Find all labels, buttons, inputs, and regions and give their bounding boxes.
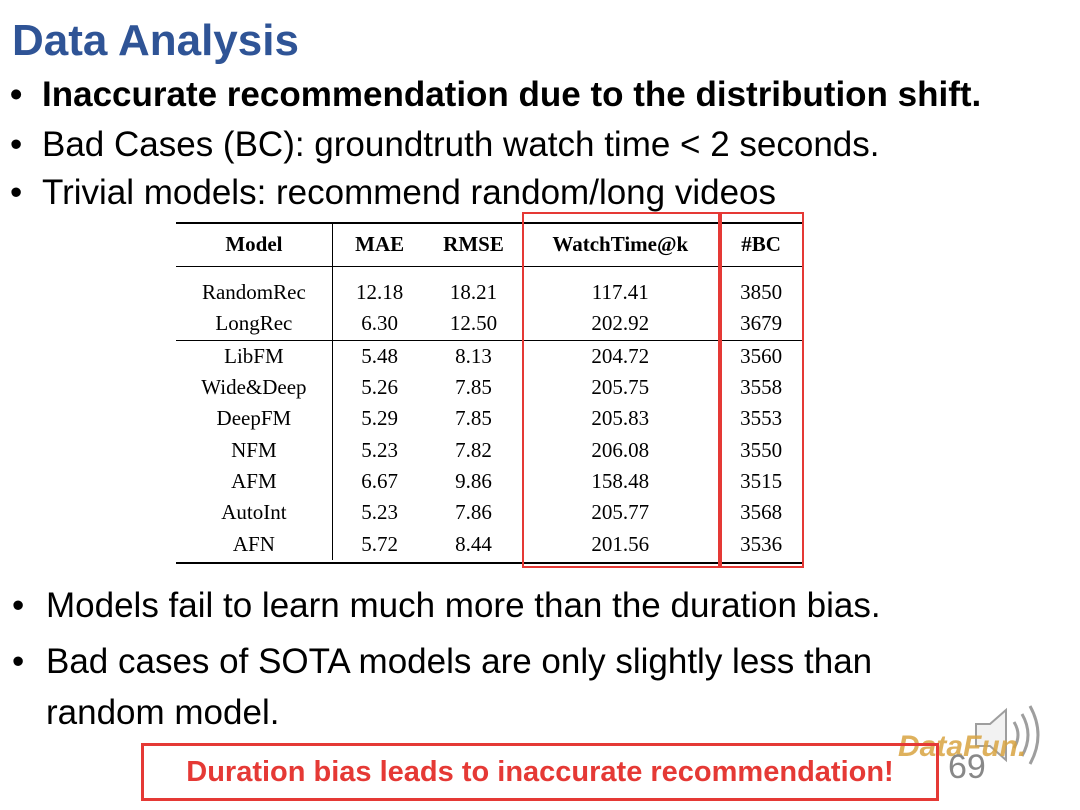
- table-row: AFM 6.67 9.86 158.48 3515: [176, 465, 802, 498]
- bullet-distribution-shift: • Inaccurate recommendation due to the di…: [10, 75, 982, 114]
- cell-mae: 6.30: [361, 311, 399, 336]
- col-header-watchtime: WatchTime@k: [552, 231, 689, 256]
- bullet-text: Trivial models: recommend random/long vi…: [42, 173, 777, 212]
- cell-model: LongRec: [176, 308, 333, 341]
- cell-rmse: 7.86: [455, 500, 492, 525]
- cell-bc: 3558: [740, 375, 783, 400]
- cell-mae: 5.23: [361, 437, 399, 462]
- table-row: DeepFM 5.29 7.85 205.83 3553: [176, 403, 802, 435]
- page-number: 69: [948, 748, 986, 786]
- cell-mae: 5.26: [361, 375, 399, 400]
- cell-rmse: 9.86: [455, 468, 492, 493]
- cell-model: LibFM: [176, 339, 333, 372]
- cell-model: AFM: [176, 465, 333, 498]
- cell-rmse: 7.82: [455, 437, 492, 462]
- table-row: AFN 5.72 8.44 201.56 3536: [176, 528, 802, 560]
- cell-bc: 3536: [740, 531, 783, 556]
- cell-mae: 6.67: [361, 468, 399, 493]
- cell-model: AFN: [176, 528, 333, 560]
- results-table: Model MAE RMSE WatchTime@k #BC RandomRec…: [176, 222, 802, 566]
- cell-rmse: 18.21: [449, 280, 498, 305]
- table-bottom-rule: [176, 562, 802, 564]
- col-header-rmse: RMSE: [443, 231, 504, 256]
- cell-rmse: 7.85: [455, 375, 492, 400]
- table-row: LongRec 6.30 12.50 202.92 3679: [176, 308, 802, 341]
- cell-model: DeepFM: [176, 403, 333, 435]
- datafun-logo: DataFun.: [898, 730, 1027, 763]
- table-row: RandomRec 12.18 18.21 117.41 3850: [176, 266, 802, 309]
- bullet-text: Bad cases of SOTA models are only slight…: [46, 642, 873, 732]
- col-header-mae: MAE: [355, 231, 405, 256]
- cell-model: NFM: [176, 434, 333, 466]
- table-row: Wide&Deep 5.26 7.85 205.75 3558: [176, 371, 802, 404]
- cell-watchtime: 158.48: [591, 468, 650, 493]
- bullet-text: Models fail to learn much more than the …: [46, 586, 881, 625]
- bullet-text: Inaccurate recommendation due to the dis…: [42, 75, 982, 114]
- cell-watchtime: 117.41: [591, 280, 649, 305]
- cell-rmse: 12.50: [449, 311, 498, 336]
- bullet-bad-cases: • Bad Cases (BC): groundtruth watch time …: [10, 125, 880, 164]
- cell-mae: 5.23: [361, 500, 399, 525]
- table-row: LibFM 5.48 8.13 204.72 3560: [176, 339, 802, 372]
- table-top-rule: [176, 222, 802, 224]
- speaker-icon[interactable]: [968, 700, 1048, 770]
- cell-model: Wide&Deep: [176, 371, 333, 404]
- highlight-box-bc: [718, 212, 804, 568]
- cell-rmse: 8.44: [455, 531, 492, 556]
- cell-watchtime: 201.56: [591, 531, 650, 556]
- cell-bc: 3550: [740, 437, 783, 462]
- cell-bc: 3679: [740, 311, 783, 336]
- table-row: NFM 5.23 7.82 206.08 3550: [176, 434, 802, 466]
- cell-watchtime: 205.75: [591, 375, 650, 400]
- bullet-trivial-models: • Trivial models: recommend random/long v…: [10, 173, 777, 212]
- cell-bc: 3850: [740, 280, 783, 305]
- cell-watchtime: 206.08: [591, 437, 650, 462]
- cell-bc: 3515: [740, 468, 783, 493]
- cell-watchtime: 204.72: [520, 339, 721, 372]
- bullet-text: Bad Cases (BC): groundtruth watch time <…: [42, 125, 880, 164]
- cell-rmse: 7.85: [455, 406, 492, 431]
- cell-bc: 3553: [740, 406, 783, 431]
- conclusion-banner: Duration bias leads to inaccurate recomm…: [141, 743, 939, 801]
- col-header-model: Model: [176, 222, 333, 267]
- col-header-bc: #BC: [741, 231, 781, 256]
- cell-bc: 3560: [720, 339, 802, 372]
- cell-rmse: 8.13: [426, 339, 521, 372]
- bullet-duration-bias: • Models fail to learn much more than the…: [12, 586, 881, 625]
- table-row: AutoInt 5.23 7.86 205.77 3568: [176, 497, 802, 529]
- cell-model: AutoInt: [176, 497, 333, 529]
- cell-mae: 5.72: [361, 531, 399, 556]
- cell-model: RandomRec: [176, 266, 333, 309]
- page-title: Data Analysis: [12, 16, 299, 65]
- cell-watchtime: 205.77: [591, 500, 650, 525]
- cell-mae: 12.18: [356, 280, 404, 305]
- cell-watchtime: 205.83: [591, 406, 650, 431]
- cell-mae: 5.29: [361, 406, 399, 431]
- bullet-sota: • Bad cases of SOTA models are only sligh…: [12, 636, 952, 738]
- cell-mae: 5.48: [332, 339, 427, 372]
- cell-watchtime: 202.92: [591, 311, 650, 336]
- cell-bc: 3568: [740, 500, 783, 525]
- highlight-box-watchtime: [522, 212, 722, 568]
- table-header-row: Model MAE RMSE WatchTime@k #BC: [176, 222, 802, 267]
